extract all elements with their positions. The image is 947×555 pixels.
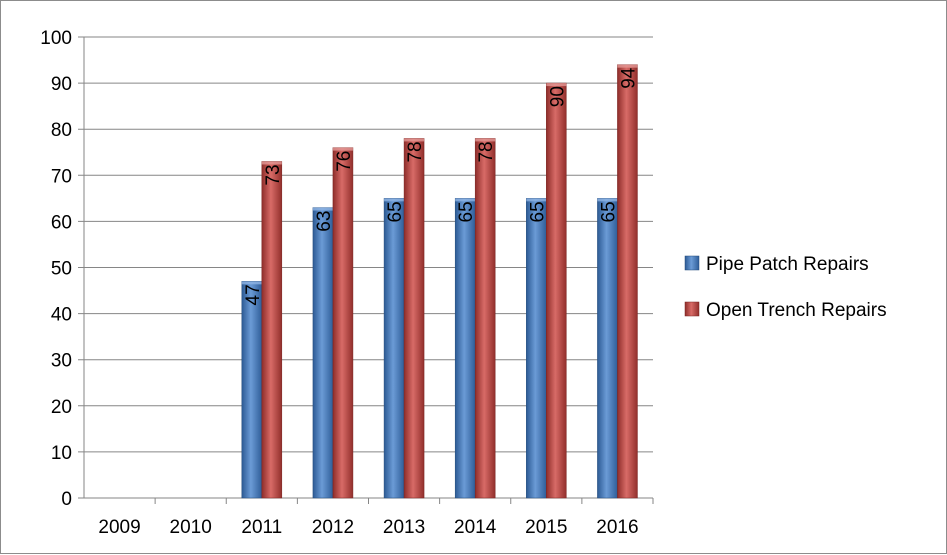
x-tick-label: 2010 (170, 517, 212, 538)
x-tick-label: 2016 (596, 517, 638, 538)
data-label: 78 (476, 141, 497, 162)
bar-top-cap (312, 207, 333, 211)
x-tick-label: 2013 (383, 517, 425, 538)
y-tick-label: 20 (51, 397, 72, 418)
data-label: 65 (385, 201, 406, 222)
bar-top-cap (526, 198, 547, 202)
x-tick-label: 2014 (454, 517, 497, 538)
y-tick-label: 60 (51, 212, 72, 233)
x-tick-label: 2009 (98, 517, 140, 538)
y-tick-label: 0 (61, 489, 72, 510)
data-label: 90 (547, 86, 568, 107)
y-tick-label: 70 (51, 166, 72, 187)
y-tick-label: 30 (51, 351, 72, 372)
legend-swatch (684, 301, 700, 317)
legend-label: Open Trench Repairs (706, 300, 887, 321)
x-tick-label: 2015 (525, 517, 567, 538)
bar-open-trench (332, 147, 354, 499)
bar-top-cap (241, 281, 262, 285)
data-label: 65 (527, 201, 548, 222)
bar-open-trench (261, 161, 283, 499)
bar-top-cap (404, 138, 425, 142)
y-tick-label: 100 (40, 28, 72, 49)
data-label: 78 (405, 141, 426, 162)
bar-open-trench (403, 138, 425, 499)
bar-top-cap (261, 161, 282, 165)
y-tick-label: 40 (51, 305, 72, 326)
bar-top-cap (617, 64, 638, 68)
bar-pipe-patch (241, 281, 263, 499)
y-tick-label: 80 (51, 120, 72, 141)
bar-top-cap (384, 198, 405, 202)
bar-pipe-patch (526, 198, 547, 499)
data-labels: 47 73 63 76 65 78 65 78 65 90 65 94 (243, 67, 640, 305)
y-tick-label: 90 (51, 74, 72, 95)
bar-pipe-patch (383, 198, 405, 499)
y-tick-label: 10 (51, 443, 72, 464)
axes: 0 10 20 30 40 50 60 70 80 90 100 2009 2010 2011 2012 20… (40, 28, 654, 538)
bar-pipe-patch (312, 207, 334, 499)
x-tick-label: 2012 (312, 517, 354, 538)
bar-top-cap (475, 138, 496, 142)
legend: Pipe Patch Repairs Open Trench Repairs (684, 254, 887, 321)
bar-pipe-patch (597, 198, 618, 499)
bar-open-trench (474, 138, 496, 499)
bars (241, 64, 638, 499)
bar-pipe-patch (454, 198, 476, 499)
data-label: 65 (598, 201, 619, 222)
bar-open-trench (617, 64, 638, 499)
bar-top-cap (546, 83, 567, 87)
data-label: 73 (263, 164, 284, 185)
y-tick-label: 50 (51, 259, 72, 280)
bar-top-cap (455, 198, 476, 202)
data-label: 65 (456, 201, 477, 222)
bar-open-trench (546, 82, 567, 499)
data-label: 76 (334, 151, 355, 172)
data-label: 94 (618, 67, 639, 89)
legend-swatch (684, 255, 700, 271)
legend-label: Pipe Patch Repairs (706, 254, 869, 275)
data-label: 63 (314, 211, 335, 232)
bar-top-cap (597, 198, 618, 202)
data-label: 47 (243, 284, 264, 305)
x-tick-label: 2011 (241, 517, 282, 538)
bar-top-cap (332, 147, 353, 151)
